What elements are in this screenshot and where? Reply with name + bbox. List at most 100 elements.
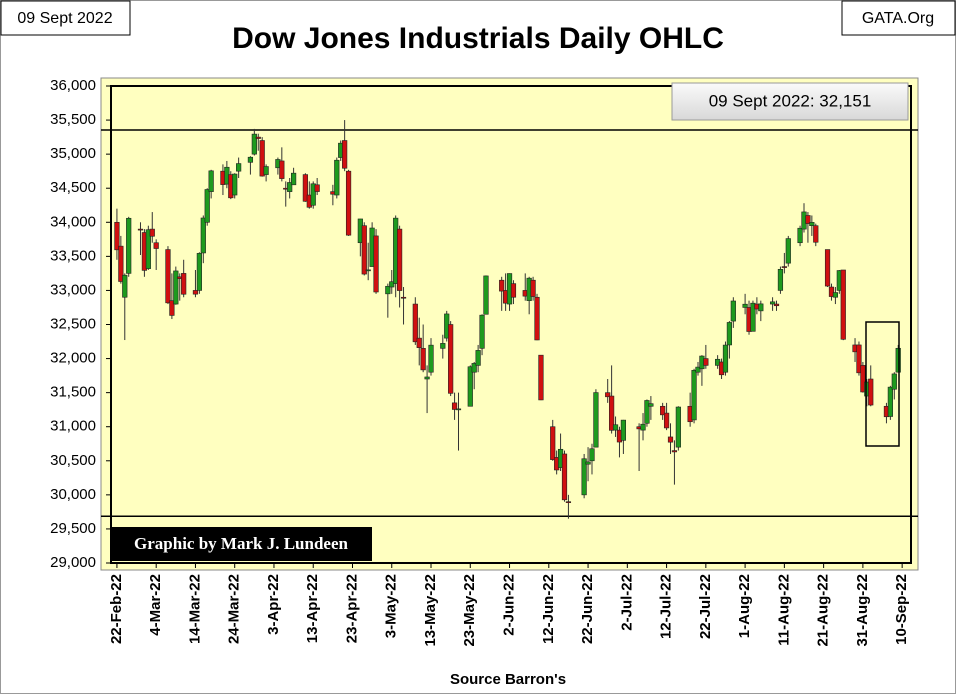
x-axis-label: Source Barron's xyxy=(450,671,566,688)
candle-body xyxy=(287,182,293,192)
candle-body xyxy=(236,163,242,172)
x-tick-label: 3-Apr-22 xyxy=(265,574,282,635)
candle-body xyxy=(538,354,544,401)
candle-body xyxy=(153,242,159,249)
candle-body xyxy=(534,296,540,341)
candle-body xyxy=(868,378,874,406)
candle-body xyxy=(467,366,473,407)
y-tick-label: 30,500 xyxy=(50,452,96,469)
candle-body xyxy=(118,245,124,282)
x-tick-label: 21-Aug-22 xyxy=(815,574,832,647)
x-tick-label: 2-Jul-22 xyxy=(618,574,635,631)
candle-body xyxy=(137,228,144,231)
candle-body xyxy=(122,274,128,298)
y-tick-label: 32,500 xyxy=(50,315,96,332)
candle-body xyxy=(475,350,481,366)
candle-body xyxy=(145,229,151,269)
candle-body xyxy=(196,253,202,291)
candle-body xyxy=(397,228,403,291)
x-tick-label: 12-Jul-22 xyxy=(658,574,675,639)
y-tick-label: 35,000 xyxy=(50,145,96,162)
candle-body xyxy=(510,283,517,298)
candle-body xyxy=(530,279,536,297)
x-tick-label: 23-Apr-22 xyxy=(343,574,360,643)
x-tick-label: 14-Mar-22 xyxy=(186,574,203,644)
candle-body xyxy=(856,344,862,374)
candle-body xyxy=(200,217,206,254)
candle-body xyxy=(455,408,462,411)
y-tick-label: 32,000 xyxy=(50,350,96,367)
x-tick-label: 3-May-22 xyxy=(383,574,400,638)
candle-body xyxy=(832,292,839,298)
y-tick-label: 29,500 xyxy=(50,520,96,537)
candle-body xyxy=(149,228,155,237)
candle-body xyxy=(451,402,458,410)
candle-body xyxy=(589,448,595,462)
candle-body xyxy=(448,324,454,394)
candle-body xyxy=(345,170,352,236)
x-tick-label: 11-Aug-22 xyxy=(775,574,792,646)
x-tick-label: 13-May-22 xyxy=(422,574,439,647)
candle-body xyxy=(208,170,214,192)
candle-body xyxy=(420,348,426,371)
y-tick-label: 31,000 xyxy=(50,418,96,435)
candle-body xyxy=(424,376,430,380)
credit: Graphic by Mark J. Lundeen xyxy=(134,534,348,553)
candle-body xyxy=(750,302,756,332)
candle-body xyxy=(663,412,670,429)
y-tick-label: 29,000 xyxy=(50,554,96,571)
x-tick-label: 22-Jul-22 xyxy=(697,574,714,639)
candle-body xyxy=(114,221,120,251)
candle-body xyxy=(667,436,674,443)
candle-body xyxy=(593,392,599,448)
annotation: 09 Sept 2022: 32,151 xyxy=(709,91,872,110)
candle-body xyxy=(840,269,846,340)
candle-body xyxy=(620,419,626,441)
candle-body xyxy=(479,314,485,349)
candle-body xyxy=(365,269,371,272)
candle-body xyxy=(742,303,748,308)
candle-body xyxy=(165,249,171,304)
annotation-box xyxy=(671,82,909,121)
candle-body xyxy=(263,166,269,175)
candle-body xyxy=(334,159,340,196)
candle-body xyxy=(247,156,254,163)
y-tick-label: 31,500 xyxy=(50,384,96,401)
candle-body xyxy=(887,386,893,417)
candle-body xyxy=(773,303,780,307)
candle-body xyxy=(565,501,572,503)
candle-body xyxy=(695,366,701,373)
marks: 29,000 29,500 30,000 30,500 31,000 31,500 32,0… xyxy=(50,77,918,647)
candle-body xyxy=(671,450,678,453)
candle-body xyxy=(797,227,803,244)
candle-body xyxy=(428,344,434,373)
candle-body xyxy=(675,406,681,448)
candle-body xyxy=(895,347,901,373)
y-tick-label: 36,000 xyxy=(50,77,96,94)
candle-body xyxy=(769,301,776,305)
chart-title: Dow Jones Industrials Daily OHLC xyxy=(232,22,724,55)
y-tick-label: 34,000 xyxy=(50,213,96,230)
x-tick-label: 4-Mar-22 xyxy=(147,574,164,636)
x-tick-label: 22-Jun-22 xyxy=(579,574,596,644)
candle-body xyxy=(259,140,265,177)
y-tick-label: 33,000 xyxy=(50,281,96,298)
candle-body xyxy=(361,225,367,275)
candle-body xyxy=(126,217,132,274)
y-tick-label: 34,500 xyxy=(50,179,96,196)
candle-body xyxy=(302,174,308,202)
candle-body xyxy=(204,189,210,223)
site-box xyxy=(841,0,956,36)
x-tick-label: 22-Feb-22 xyxy=(108,574,125,644)
candle-body xyxy=(612,424,619,431)
candle-body xyxy=(609,395,615,431)
highlight-box xyxy=(865,321,900,447)
date-label: 09 Sept 2022 xyxy=(17,10,112,27)
candle-body xyxy=(373,235,379,293)
candle-body xyxy=(722,344,729,373)
candle-body xyxy=(585,461,591,465)
candle-body xyxy=(828,286,835,297)
date-box xyxy=(0,0,131,36)
x-tick-label: 31-Aug-22 xyxy=(854,574,871,647)
candle-body xyxy=(777,269,784,291)
